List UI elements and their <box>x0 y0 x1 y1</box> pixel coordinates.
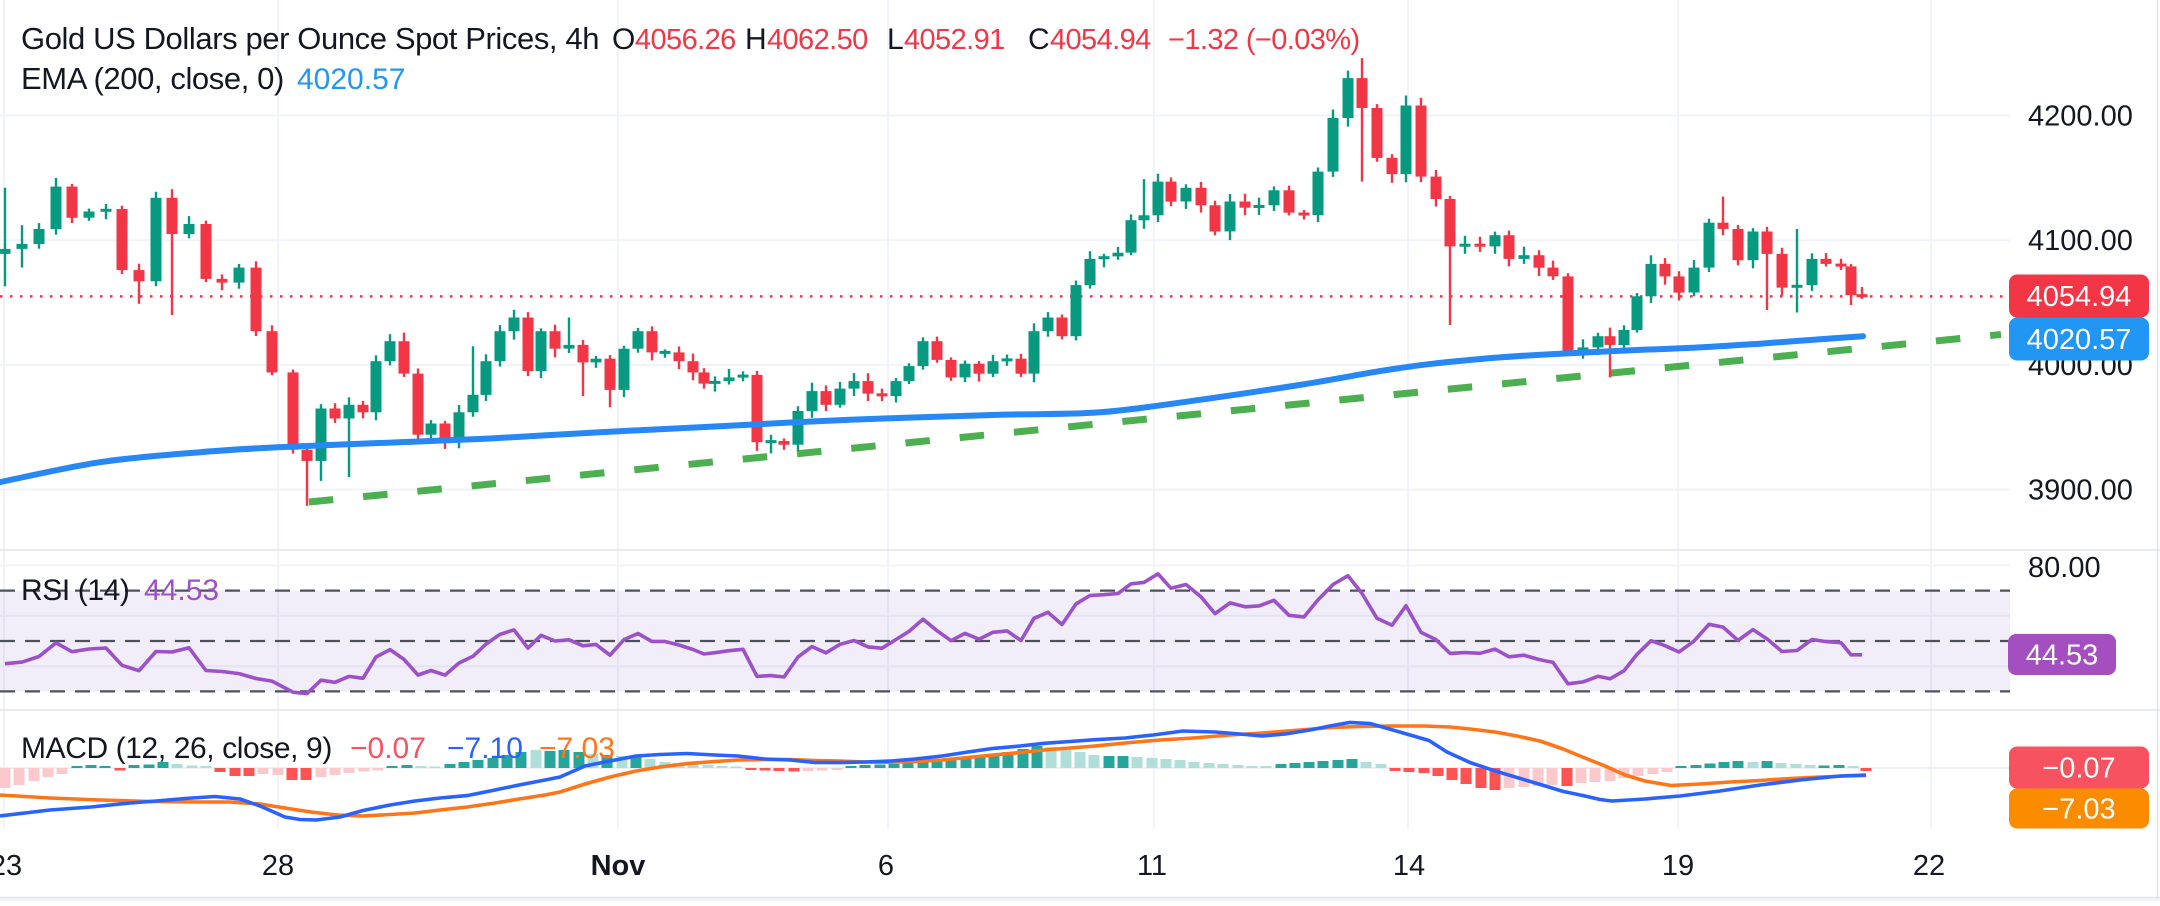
svg-text:4054.94: 4054.94 <box>2027 281 2132 313</box>
svg-text:H: H <box>745 23 767 56</box>
svg-text:RSI (14): RSI (14) <box>21 574 130 607</box>
svg-text:−7.03: −7.03 <box>2042 794 2115 826</box>
svg-text:14: 14 <box>1393 850 1425 882</box>
svg-text:4054.94: 4054.94 <box>1050 24 1151 56</box>
svg-text:44.53: 44.53 <box>144 574 219 607</box>
svg-text:80.00: 80.00 <box>2028 552 2101 584</box>
svg-text:28: 28 <box>262 850 294 882</box>
svg-text:4020.57: 4020.57 <box>2027 324 2132 356</box>
svg-text:EMA (200, close, 0): EMA (200, close, 0) <box>21 61 284 96</box>
svg-text:−1.32 (−0.03%): −1.32 (−0.03%) <box>1168 24 1360 56</box>
svg-text:4100.00: 4100.00 <box>2028 225 2133 257</box>
svg-text:19: 19 <box>1662 850 1694 882</box>
svg-text:−0.07: −0.07 <box>2042 753 2115 785</box>
svg-text:44.53: 44.53 <box>2026 640 2099 672</box>
svg-text:4056.26: 4056.26 <box>635 24 736 56</box>
svg-text:22: 22 <box>1913 850 1945 882</box>
svg-text:23: 23 <box>0 850 22 882</box>
svg-text:4200.00: 4200.00 <box>2028 101 2133 133</box>
svg-text:−7.03: −7.03 <box>539 732 615 765</box>
svg-text:4020.57: 4020.57 <box>297 63 405 96</box>
svg-text:C: C <box>1028 23 1050 56</box>
svg-text:4052.91: 4052.91 <box>904 24 1005 56</box>
svg-text:4062.50: 4062.50 <box>767 24 868 56</box>
svg-text:3900.00: 3900.00 <box>2028 475 2133 507</box>
svg-text:Gold US Dollars per Ounce Spot: Gold US Dollars per Ounce Spot Prices, 4… <box>21 21 599 56</box>
svg-text:L: L <box>887 23 904 56</box>
svg-text:MACD (12, 26, close, 9): MACD (12, 26, close, 9) <box>21 732 332 765</box>
svg-text:Nov: Nov <box>591 850 646 882</box>
svg-text:6: 6 <box>878 850 894 882</box>
svg-text:−0.07: −0.07 <box>350 732 426 765</box>
svg-text:O: O <box>612 23 635 56</box>
svg-text:11: 11 <box>1137 850 1167 882</box>
svg-text:−7.10: −7.10 <box>447 732 523 765</box>
